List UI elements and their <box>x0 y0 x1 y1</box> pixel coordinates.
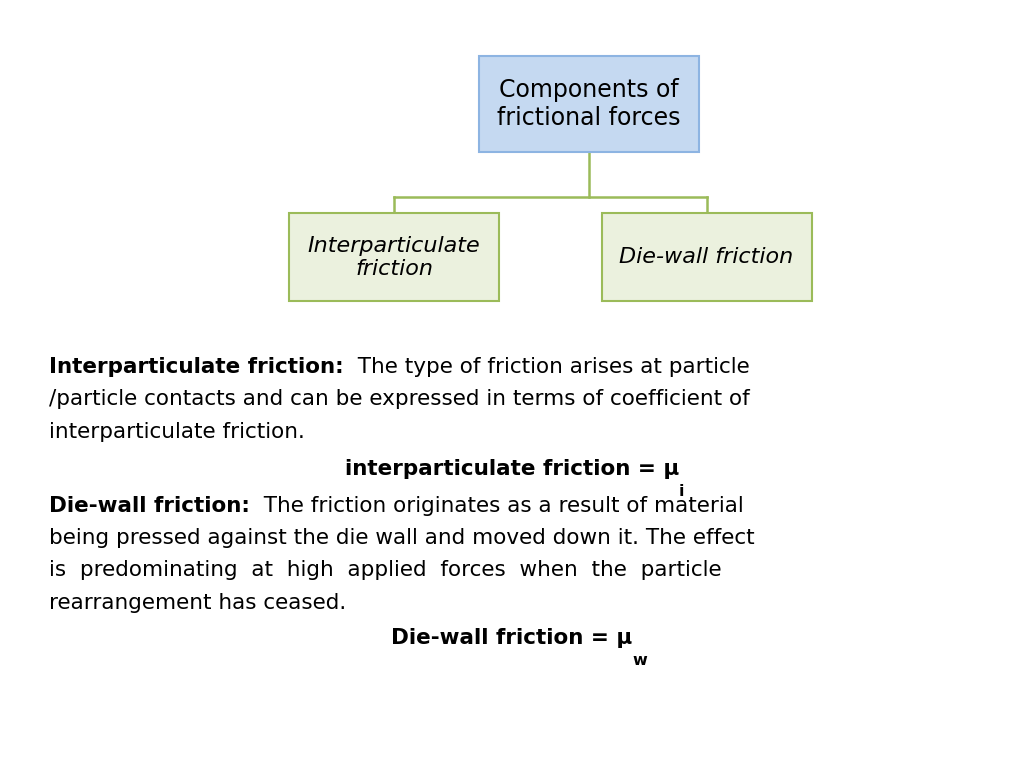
Text: rearrangement has ceased.: rearrangement has ceased. <box>49 593 346 613</box>
Text: /particle contacts and can be expressed in terms of coefficient of: /particle contacts and can be expressed … <box>49 389 750 409</box>
Text: i: i <box>679 484 685 498</box>
Text: being pressed against the die wall and moved down it. The effect: being pressed against the die wall and m… <box>49 528 755 548</box>
Text: The friction originates as a result of material: The friction originates as a result of m… <box>250 496 743 516</box>
Text: Die-wall friction = μ: Die-wall friction = μ <box>391 628 633 648</box>
Text: Die-wall friction: Die-wall friction <box>620 247 794 267</box>
Text: Die-wall friction:: Die-wall friction: <box>49 496 250 516</box>
Text: is  predominating  at  high  applied  forces  when  the  particle: is predominating at high applied forces … <box>49 561 722 581</box>
Text: The type of friction arises at particle: The type of friction arises at particle <box>344 357 750 377</box>
FancyBboxPatch shape <box>601 214 811 301</box>
Text: Components of
frictional forces: Components of frictional forces <box>497 78 681 130</box>
Text: Interparticulate friction:: Interparticulate friction: <box>49 357 344 377</box>
FancyBboxPatch shape <box>478 56 698 152</box>
Text: interparticulate friction.: interparticulate friction. <box>49 422 305 442</box>
FancyBboxPatch shape <box>290 214 500 301</box>
Text: interparticulate friction = μ: interparticulate friction = μ <box>345 458 679 478</box>
Text: Interparticulate
friction: Interparticulate friction <box>308 236 480 279</box>
Text: w: w <box>633 653 647 668</box>
